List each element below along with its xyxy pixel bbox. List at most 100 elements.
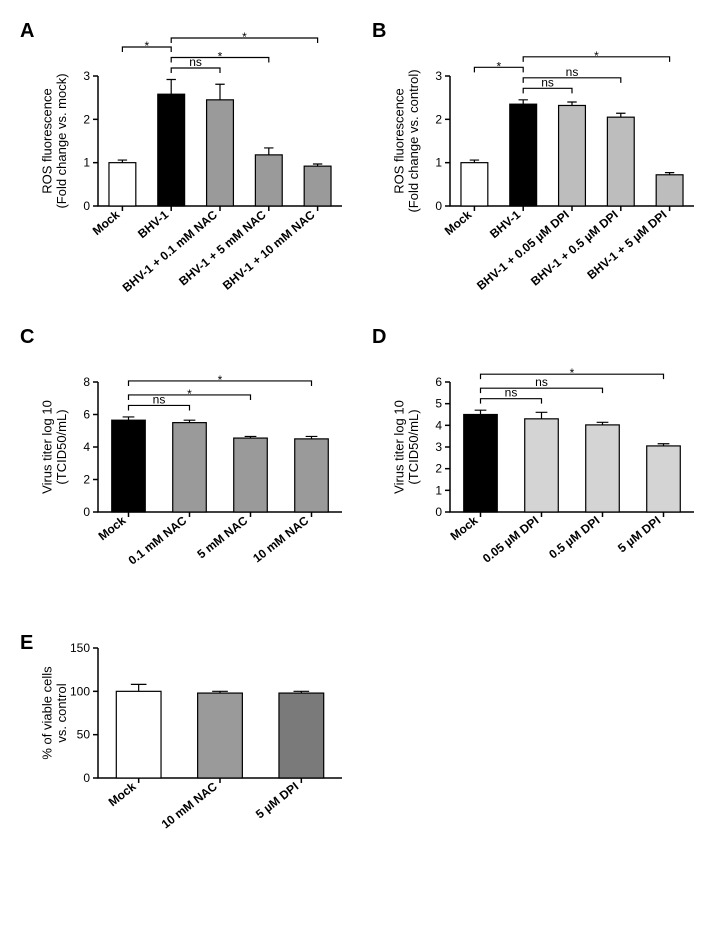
svg-text:% of viable cellsvs. control: % of viable cellsvs. control <box>42 666 69 760</box>
bar <box>116 691 161 778</box>
chart-A: 0 1 2 3 ROS fluorescence(Fold change vs. moc… <box>20 20 352 296</box>
svg-text:3: 3 <box>435 440 442 454</box>
panel-C: C 0 2 4 6 8 Virus titer log 10(TCID50/mL) Mock… <box>20 326 352 602</box>
svg-text:BHV-1 + 0.05 µM DPI: BHV-1 + 0.05 µM DPI <box>474 208 572 293</box>
panel-E: E 0 50 100 150% of viable cellsvs. control M… <box>20 632 352 868</box>
svg-text:ROS fluorescence(Fold change v: ROS fluorescence(Fold change vs. mock) <box>42 73 69 208</box>
panel-label-A: A <box>20 20 34 43</box>
chart-B: 0 1 2 3 ROS fluorescence(Fold change vs. con… <box>372 20 704 296</box>
bar-chart-svg: 0 2 4 6 8 Virus titer log 10(TCID50/mL) Mock0.… <box>42 332 352 602</box>
bar <box>279 693 324 778</box>
svg-text:ns: ns <box>535 375 548 389</box>
svg-text:Mock: Mock <box>90 207 123 238</box>
bar <box>198 693 243 778</box>
svg-text:Virus titer log 10(TCID50/mL): Virus titer log 10(TCID50/mL) <box>394 400 421 494</box>
svg-text:1: 1 <box>435 156 442 170</box>
svg-text:50: 50 <box>77 728 91 742</box>
panel-A: A 0 1 2 3 ROS fluorescence(Fold change vs. m… <box>20 20 352 296</box>
svg-text:BHV-1 + 0.1 mM NAC: BHV-1 + 0.1 mM NAC <box>120 207 220 294</box>
bar <box>559 105 586 206</box>
svg-text:BHV-1: BHV-1 <box>487 207 523 241</box>
chart-E: 0 50 100 150% of viable cellsvs. control Moc… <box>20 632 352 868</box>
svg-text:BHV-1 + 10 mM NAC: BHV-1 + 10 mM NAC <box>220 207 318 292</box>
bar <box>112 420 146 512</box>
svg-text:Mock: Mock <box>442 207 475 238</box>
bar <box>173 423 207 512</box>
svg-text:5: 5 <box>435 397 442 411</box>
bar <box>207 100 234 206</box>
bar <box>586 425 620 512</box>
svg-text:0: 0 <box>83 199 90 213</box>
bar <box>158 94 185 206</box>
bar-chart-svg: 0 1 2 3 ROS fluorescence(Fold change vs. con… <box>394 26 704 296</box>
svg-text:1: 1 <box>435 483 442 497</box>
panel-B: B 0 1 2 3 ROS fluorescence(Fold change vs. c… <box>372 20 704 296</box>
svg-text:0: 0 <box>435 199 442 213</box>
bar <box>109 163 136 206</box>
svg-text:10 mM NAC: 10 mM NAC <box>250 513 311 565</box>
bar <box>656 175 683 206</box>
svg-text:*: * <box>144 39 149 53</box>
panel-D: D 0 1 2 3 4 5 6 Virus titer log 10(TCID50/mL) Mo… <box>372 326 704 602</box>
svg-text:BHV-1 + 0.5 µM DPI: BHV-1 + 0.5 µM DPI <box>528 208 621 289</box>
svg-text:2: 2 <box>83 473 90 487</box>
svg-text:3: 3 <box>435 69 442 83</box>
svg-text:5 µM DPI: 5 µM DPI <box>253 779 301 821</box>
bar <box>464 415 498 513</box>
panel-label-B: B <box>372 20 386 43</box>
svg-text:*: * <box>496 59 501 73</box>
svg-text:5 µM DPI: 5 µM DPI <box>615 513 663 555</box>
svg-text:Virus titer log 10(TCID50/mL): Virus titer log 10(TCID50/mL) <box>42 400 69 494</box>
svg-text:*: * <box>594 49 599 63</box>
svg-text:6: 6 <box>83 408 90 422</box>
svg-text:8: 8 <box>83 375 90 389</box>
svg-text:BHV-1 + 5 mM NAC: BHV-1 + 5 mM NAC <box>176 207 269 288</box>
svg-text:10 mM NAC: 10 mM NAC <box>159 779 220 831</box>
bar <box>234 438 268 512</box>
bar-chart-svg: 0 50 100 150% of viable cellsvs. control Moc… <box>42 638 352 868</box>
svg-text:*: * <box>218 49 223 63</box>
chart-C: 0 2 4 6 8 Virus titer log 10(TCID50/mL) Mock0.… <box>20 326 352 602</box>
svg-text:Mock: Mock <box>106 779 139 809</box>
bar <box>525 419 559 512</box>
svg-text:*: * <box>218 373 223 387</box>
svg-text:4: 4 <box>435 418 442 432</box>
chart-D: 0 1 2 3 4 5 6 Virus titer log 10(TCID50/mL) Mock… <box>372 326 704 602</box>
bar <box>304 166 331 206</box>
svg-text:BHV-1: BHV-1 <box>135 207 171 241</box>
panel-label-C: C <box>20 326 34 349</box>
svg-text:4: 4 <box>83 440 90 454</box>
svg-text:0: 0 <box>83 771 90 785</box>
svg-text:*: * <box>187 387 192 401</box>
bar <box>647 446 681 512</box>
svg-text:0: 0 <box>435 505 442 519</box>
svg-text:ROS fluorescence(Fold change v: ROS fluorescence(Fold change vs. control… <box>394 69 421 212</box>
bar <box>255 155 282 206</box>
svg-text:0.1 mM NAC: 0.1 mM NAC <box>126 513 190 567</box>
bar <box>510 104 537 206</box>
svg-text:0: 0 <box>83 505 90 519</box>
svg-text:150: 150 <box>70 641 90 655</box>
svg-text:0.05 µM DPI: 0.05 µM DPI <box>480 513 541 565</box>
svg-text:ns: ns <box>566 65 579 79</box>
svg-text:5 mM NAC: 5 mM NAC <box>194 513 250 561</box>
figure-grid: A 0 1 2 3 ROS fluorescence(Fold change vs. m… <box>20 20 690 868</box>
svg-text:6: 6 <box>435 375 442 389</box>
svg-text:1: 1 <box>83 156 90 170</box>
panel-label-E: E <box>20 632 33 655</box>
bar <box>607 117 634 206</box>
svg-text:100: 100 <box>70 684 90 698</box>
svg-text:2: 2 <box>83 112 90 126</box>
bar-chart-svg: 0 1 2 3 ROS fluorescence(Fold change vs. moc… <box>42 26 352 296</box>
bar <box>295 439 329 512</box>
bar <box>461 163 488 206</box>
svg-text:2: 2 <box>435 112 442 126</box>
bar-chart-svg: 0 1 2 3 4 5 6 Virus titer log 10(TCID50/mL) Mock… <box>394 332 704 602</box>
svg-text:2: 2 <box>435 462 442 476</box>
svg-text:3: 3 <box>83 69 90 83</box>
svg-text:Mock: Mock <box>96 513 129 543</box>
svg-text:*: * <box>242 30 247 44</box>
panel-label-D: D <box>372 326 386 349</box>
svg-text:Mock: Mock <box>448 513 481 543</box>
svg-text:*: * <box>570 366 575 380</box>
